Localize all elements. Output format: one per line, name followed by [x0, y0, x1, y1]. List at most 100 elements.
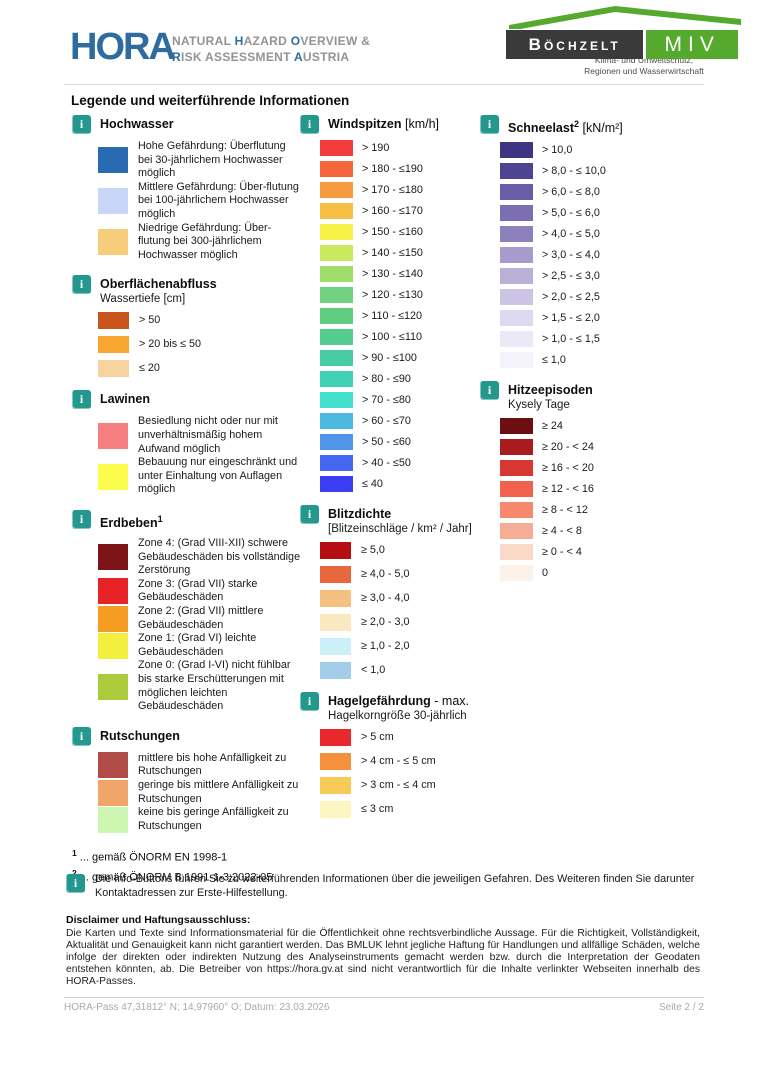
legend-row: ≥ 12 - < 16: [500, 481, 700, 498]
section-header: i Schneelast2 [kN/m²]: [480, 115, 700, 136]
section-title: Windspitzen [km/h]: [328, 117, 440, 131]
info-icon[interactable]: i: [72, 509, 91, 529]
legend-label: > 70 - ≤80: [362, 394, 411, 406]
legend-row: ≥ 1,0 - 2,0: [320, 638, 486, 655]
legend-row: ≤ 20: [98, 360, 302, 378]
footer-page-number: Seite 2 / 2: [658, 1002, 704, 1013]
legend-label: > 140 - ≤150: [362, 247, 423, 259]
color-swatch: [320, 350, 353, 366]
legend-row: ≤ 40: [320, 476, 486, 492]
legend-row: > 130 - ≤140: [320, 266, 486, 282]
brand-subtitle-segment: A: [293, 50, 303, 64]
legend-label: > 160 - ≤170: [362, 205, 423, 217]
legend-label: > 190: [362, 142, 390, 154]
legend-row: > 150 - ≤160: [320, 224, 486, 240]
legend-label: > 2,0 - ≤ 2,5: [542, 291, 600, 304]
legend-row: > 140 - ≤150: [320, 245, 486, 261]
legend-column-right: i Schneelast2 [kN/m²] > 10,0 > 8,0 - ≤ 10,0…: [480, 115, 700, 594]
color-swatch: [320, 753, 351, 770]
legend-row: 0: [500, 565, 700, 582]
legend-label: ≥ 16 - < 20: [542, 462, 594, 475]
legend-label: Mittlere Gefährdung: Über-flutung bei 10…: [138, 180, 299, 220]
org-subtitle: Klima- und Umweltschutz, Regionen und Wa…: [506, 55, 744, 76]
legend-label: > 8,0 - ≤ 10,0: [542, 165, 606, 178]
legend-label: > 170 - ≤180: [362, 184, 423, 196]
legend-row: > 170 - ≤180: [320, 182, 486, 198]
color-swatch: [320, 801, 351, 818]
section-lawinen: i Lawinen Besiedlung nicht oder nur mit un…: [72, 390, 302, 497]
color-swatch: [500, 460, 533, 477]
legend-label: < 1,0: [361, 664, 386, 676]
color-swatch: [320, 614, 351, 631]
footnote: 2 ... gemäß ÖNORM B 1991-1-3:2022-05: [72, 867, 273, 884]
legend-label: > 80 - ≤90: [362, 373, 411, 385]
legend-label: ≥ 8 - < 12: [542, 504, 588, 517]
info-icon[interactable]: i: [72, 390, 91, 410]
info-note-text: Die Info-Buttons führen Sie zu weiterfüh…: [95, 873, 695, 899]
color-swatch: [500, 310, 533, 327]
info-icon[interactable]: i: [300, 115, 319, 134]
info-icon[interactable]: i: [300, 505, 319, 524]
section-windspitzen: i Windspitzen [km/h] > 190 > 180 - ≤190 > 17…: [300, 115, 486, 492]
legend-row: > 50: [98, 312, 302, 330]
legend-row: ≥ 3,0 - 4,0: [320, 590, 486, 607]
legend-label: > 40 - ≤50: [362, 457, 411, 469]
legend-row: Bebauung nur eingeschränkt und unter Ein…: [98, 456, 302, 497]
legend-label: Zone 4: (Grad VIII-XII) schwere Gebäudes…: [138, 537, 301, 577]
color-swatch: [320, 182, 353, 198]
info-icon[interactable]: i: [72, 115, 91, 134]
legend-label: Zone 0: (Grad I-VI) nicht fühlbar bis st…: [138, 659, 291, 713]
color-swatch: [320, 777, 351, 794]
color-swatch: [320, 140, 353, 156]
section-erdbeben: i Erdbeben1 Zone 4: (Grad VIII-XII) schwer…: [72, 509, 302, 714]
info-icon[interactable]: i: [66, 874, 85, 893]
legend-label: mittlere bis hohe Anfälligkeit zu Rutsch…: [138, 751, 287, 778]
color-swatch: [500, 418, 533, 435]
section-title: Oberflächenabfluss: [100, 277, 217, 292]
color-swatch: [500, 268, 533, 285]
info-icon[interactable]: i: [300, 692, 319, 711]
legend-row: > 180 - ≤190: [320, 161, 486, 177]
legend-row: ≤ 1,0: [500, 352, 700, 369]
color-swatch: [320, 371, 353, 387]
section-title: Blitzdichte: [328, 507, 392, 521]
legend-row: > 10,0: [500, 142, 700, 159]
legend-label: > 5,0 - ≤ 6,0: [542, 207, 600, 220]
legend-row: > 3,0 - ≤ 4,0: [500, 247, 700, 264]
section-header: i Windspitzen [km/h]: [300, 115, 486, 134]
info-icon[interactable]: i: [72, 275, 91, 295]
legend-row: > 80 - ≤90: [320, 371, 486, 387]
section-title: Hochwasser: [100, 117, 174, 131]
color-swatch: [320, 392, 353, 408]
color-swatch: [320, 266, 353, 282]
color-swatch: [320, 455, 353, 471]
legend-row: ≥ 4,0 - 5,0: [320, 566, 486, 583]
info-icon[interactable]: i: [72, 726, 91, 746]
section-titles: Oberflächenabfluss Wassertiefe [cm]: [100, 275, 217, 306]
legend-label: > 100 - ≤110: [362, 331, 423, 343]
color-swatch: [500, 352, 533, 369]
color-swatch: [98, 632, 128, 659]
color-swatch: [500, 481, 533, 498]
legend-row: > 90 - ≤100: [320, 350, 486, 366]
color-swatch: [320, 161, 353, 177]
info-icon[interactable]: i: [480, 381, 499, 401]
section-title: Rutschungen: [100, 728, 180, 743]
color-swatch: [98, 228, 128, 255]
legend-row: > 8,0 - ≤ 10,0: [500, 163, 700, 180]
color-swatch: [500, 439, 533, 456]
section-titles: Hagelgefährdung - max. Hagelkorngröße 30-…: [328, 692, 469, 723]
info-icon[interactable]: i: [480, 115, 499, 134]
legend-label: ≥ 1,0 - 2,0: [361, 640, 410, 652]
legend-label: > 10,0: [542, 144, 573, 157]
legend-row: > 4 cm - ≤ 5 cm: [320, 753, 486, 770]
footnote: 1 ... gemäß ÖNORM EN 1998-1: [72, 848, 228, 864]
page-title: Legende und weiterführende Informationen: [71, 93, 350, 108]
legend-row: Hohe Gefährdung: Überflutung bei 30-jähr…: [98, 140, 302, 181]
color-swatch: [98, 147, 128, 174]
color-swatch: [500, 184, 533, 201]
legend-label: > 50 - ≤60: [362, 436, 411, 448]
org-logo: Böchzelt MIV Klima- und Umweltschutz, Re…: [506, 5, 744, 76]
org-name-right: MIV: [643, 30, 738, 59]
